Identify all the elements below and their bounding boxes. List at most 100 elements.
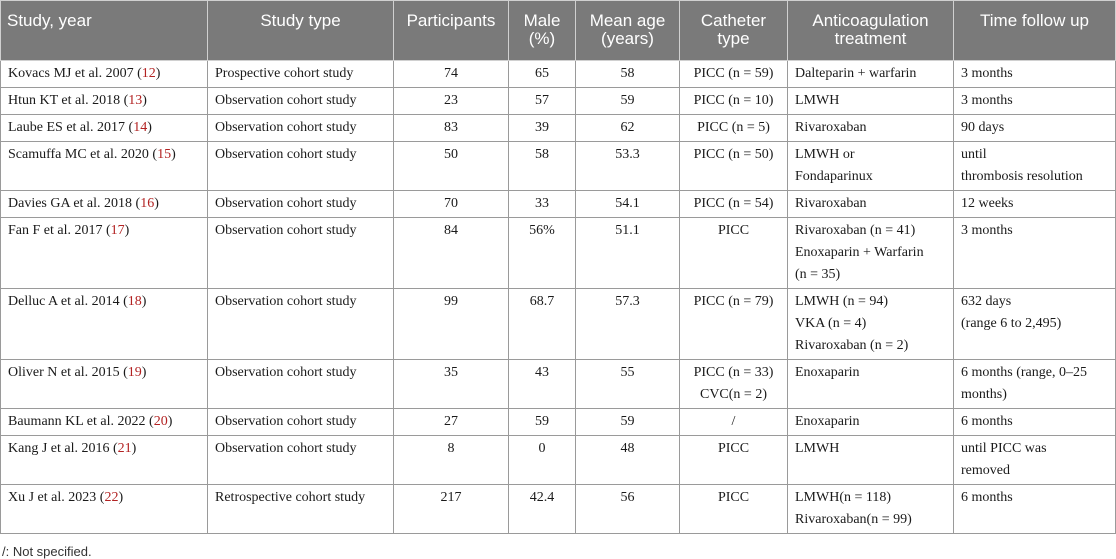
mean-age-cell: 62 — [575, 114, 680, 142]
reference-link[interactable]: 21 — [117, 441, 132, 456]
anticoagulation-cell: LMWH(n = 118) Rivaroxaban(n = 99) — [787, 484, 954, 534]
study-type-cell: Observation cohort study — [207, 288, 394, 360]
reference-link[interactable]: 15 — [157, 147, 172, 162]
studies-table: Study, year Study type Participants Male (%)… — [0, 0, 1116, 534]
reference-link[interactable]: 17 — [110, 223, 125, 238]
cell-line: Study, year — [7, 11, 92, 30]
cell-line: LMWH(n = 118) — [795, 490, 892, 505]
catheter-type-cell: PICC (n = 50) — [679, 141, 788, 191]
cell-line: 632 days — [961, 294, 1012, 309]
participants-cell: 23 — [393, 87, 509, 115]
study-name: Fan F et al. 2017 — [8, 223, 103, 238]
study-name: Oliver N et al. 2015 — [8, 365, 120, 380]
study-cell: Scamuffa MC et al. 2020 (15) — [0, 141, 208, 191]
reference-link[interactable]: 14 — [133, 120, 148, 135]
mean-age-cell: 54.1 — [575, 190, 680, 218]
cell-line: Enoxaparin — [795, 365, 860, 380]
male-percent-cell: 0 — [508, 435, 576, 485]
cell-line: Participants — [406, 11, 496, 30]
study-cell: Oliver N et al. 2015 (19) — [0, 359, 208, 409]
cell-line: PICC — [717, 223, 750, 238]
table-body: Kovacs MJ et al. 2007 (12) Prospective co… — [0, 60, 1116, 534]
follow-up-cell: 90 days — [953, 114, 1116, 142]
anticoagulation-cell: LMWH — [787, 87, 954, 115]
cell-line: CVC(n = 2) — [699, 387, 767, 402]
participants-cell: 50 — [393, 141, 509, 191]
participants-cell: 83 — [393, 114, 509, 142]
table-row: Xu J et al. 2023 (22) Retrospective cohor… — [0, 484, 1116, 534]
study-cell: Htun KT et al. 2018 (13) — [0, 87, 208, 115]
anticoagulation-cell: Dalteparin + warfarin — [787, 60, 954, 88]
reference-link[interactable]: 20 — [153, 414, 168, 429]
cell-line: PICC (n = 10) — [693, 93, 774, 108]
cell-line: 6 months — [961, 414, 1013, 429]
mean-age-cell: 53.3 — [575, 141, 680, 191]
cell-line: Dalteparin + warfarin — [795, 66, 917, 81]
male-percent-cell: 65 — [508, 60, 576, 88]
cell-line: 6 months (range, 0–25 — [961, 365, 1087, 380]
follow-up-cell: 3 months — [953, 217, 1116, 289]
cell-line: 3 months — [961, 93, 1013, 108]
reference-link[interactable]: 22 — [104, 490, 119, 505]
cell-line: Rivaroxaban(n = 99) — [795, 512, 912, 527]
cell-line: VKA (n = 4) — [795, 316, 867, 331]
participants-cell: 84 — [393, 217, 509, 289]
catheter-type-cell: PICC (n = 33) CVC(n = 2) — [679, 359, 788, 409]
anticoagulation-cell: Enoxaparin — [787, 408, 954, 436]
study-type-cell: Observation cohort study — [207, 217, 394, 289]
cell-line: Mean age — [589, 11, 666, 30]
study-cell: Delluc A et al. 2014 (18) — [0, 288, 208, 360]
follow-up-cell: 3 months — [953, 60, 1116, 88]
male-percent-cell: 56% — [508, 217, 576, 289]
cell-line: 3 months — [961, 66, 1013, 81]
reference-link[interactable]: 12 — [141, 66, 156, 81]
cell-line: Enoxaparin + Warfarin — [795, 245, 924, 260]
follow-up-cell: 6 months (range, 0–25 months) — [953, 359, 1116, 409]
cell-line: type — [717, 29, 750, 48]
reference-link[interactable]: 16 — [140, 196, 155, 211]
reference-link[interactable]: 13 — [128, 93, 143, 108]
mean-age-cell: 56 — [575, 484, 680, 534]
participants-cell: 8 — [393, 435, 509, 485]
follow-up-cell: 6 months — [953, 408, 1116, 436]
cell-line: PICC (n = 59) — [693, 66, 774, 81]
study-name: Scamuffa MC et al. 2020 — [8, 147, 149, 162]
table-footnote: /: Not specified. — [2, 544, 92, 559]
cell-line: PICC (n = 54) — [693, 196, 774, 211]
reference-link[interactable]: 19 — [127, 365, 142, 380]
cell-line: until PICC was — [961, 441, 1047, 456]
mean-age-cell: 57.3 — [575, 288, 680, 360]
anticoagulation-cell: Rivaroxaban — [787, 190, 954, 218]
study-name: Kang J et al. 2016 — [8, 441, 110, 456]
study-cell: Kang J et al. 2016 (21) — [0, 435, 208, 485]
study-type-cell: Observation cohort study — [207, 435, 394, 485]
cell-line: 90 days — [961, 120, 1005, 135]
study-name: Kovacs MJ et al. 2007 — [8, 66, 134, 81]
cell-line: Rivaroxaban — [795, 196, 867, 211]
follow-up-cell: until PICC was removed — [953, 435, 1116, 485]
header-row: Study, year Study type Participants Male (%)… — [0, 0, 1116, 61]
cell-line: (range 6 to 2,495) — [961, 316, 1062, 331]
cell-line: 12 weeks — [961, 196, 1014, 211]
cell-line: Rivaroxaban (n = 41) — [795, 223, 916, 238]
study-name: Xu J et al. 2023 — [8, 490, 97, 505]
reference-link[interactable]: 18 — [127, 294, 142, 309]
follow-up-cell: 632 days (range 6 to 2,495) — [953, 288, 1116, 360]
catheter-type-cell: PICC (n = 79) — [679, 288, 788, 360]
participants-cell: 70 — [393, 190, 509, 218]
participants-cell: 99 — [393, 288, 509, 360]
cell-line: PICC (n = 33) — [693, 365, 774, 380]
cell-line: (%) — [528, 29, 556, 48]
cell-line: PICC — [717, 490, 750, 505]
cell-line: LMWH or — [795, 147, 855, 162]
study-cell: Xu J et al. 2023 (22) — [0, 484, 208, 534]
column-header: Study, year — [0, 0, 208, 61]
table-header: Study, year Study type Participants Male (%)… — [0, 0, 1116, 61]
cell-line: PICC (n = 50) — [693, 147, 774, 162]
study-type-cell: Prospective cohort study — [207, 60, 394, 88]
male-percent-cell: 58 — [508, 141, 576, 191]
male-percent-cell: 43 — [508, 359, 576, 409]
mean-age-cell: 55 — [575, 359, 680, 409]
study-cell: Kovacs MJ et al. 2007 (12) — [0, 60, 208, 88]
